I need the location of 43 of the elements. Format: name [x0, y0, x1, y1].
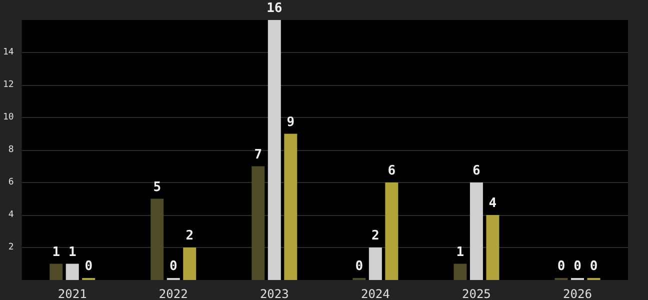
x-tick-label: 2022: [158, 287, 188, 300]
x-tick-label: 2023: [260, 287, 289, 300]
bar: [183, 248, 196, 280]
data-label: 0: [557, 259, 566, 274]
bar: [252, 166, 265, 280]
data-label: 2: [186, 228, 194, 244]
bar: [486, 215, 500, 280]
data-label: 0: [590, 259, 598, 274]
bar: [150, 198, 164, 280]
data-label: 6: [388, 164, 396, 178]
bar: [66, 264, 79, 280]
data-label: 1: [52, 244, 60, 260]
bar: [385, 182, 398, 280]
data-label: 4: [488, 196, 497, 211]
data-label: 7: [254, 147, 262, 162]
x-tick-label: 2024: [360, 287, 390, 300]
y-tick-label: 2: [8, 242, 14, 252]
data-label: 0: [169, 259, 178, 274]
data-label: 0: [84, 259, 93, 274]
y-tick-label: 12: [2, 80, 14, 90]
data-label: 16: [266, 1, 282, 16]
data-label: 0: [574, 259, 582, 274]
data-label: 2: [372, 228, 380, 244]
bar: [50, 264, 63, 280]
bar: [454, 264, 467, 280]
y-tick-label: 10: [2, 112, 14, 122]
x-tick-label: 2021: [58, 287, 87, 300]
bar: [368, 248, 382, 280]
y-tick-label: 4: [8, 210, 14, 220]
y-tick-label: 8: [8, 145, 14, 155]
y-tick-label: 14: [2, 48, 14, 58]
data-label: 0: [355, 259, 364, 274]
bar: [470, 182, 483, 280]
data-label: 9: [286, 114, 295, 130]
data-label: 1: [68, 244, 76, 260]
bar: [268, 20, 281, 280]
y-tick-label: 6: [8, 178, 14, 188]
x-tick-label: 2026: [563, 287, 592, 300]
bar: [284, 134, 298, 280]
x-tick-label: 2025: [462, 287, 491, 300]
data-label: 1: [456, 244, 464, 260]
data-label: 5: [153, 180, 162, 195]
data-label: 6: [472, 164, 481, 178]
